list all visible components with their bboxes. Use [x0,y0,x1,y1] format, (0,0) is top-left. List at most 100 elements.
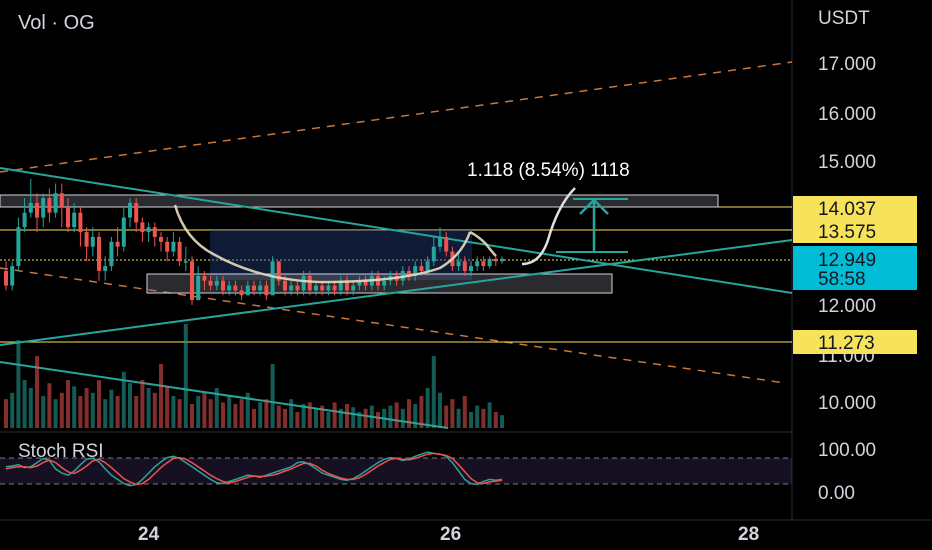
candle-body [97,236,101,271]
volume-bar [307,402,312,428]
candle-body [103,266,108,271]
volume-bar [196,396,201,428]
x-tick-26: 26 [440,524,461,545]
current-price-countdown: 58:58 [818,269,866,290]
dashed-lower-trendline [0,267,786,384]
candle-body [475,261,480,267]
volume-bar [183,324,188,428]
volume-bar [425,388,430,428]
candle-body [233,285,238,291]
current-price-badge-bg [793,246,917,290]
volume-bar [320,405,325,428]
volume-bar [345,404,349,428]
candle-body [295,285,300,291]
volume-bar [53,399,58,428]
volume-bar [28,388,33,428]
volume-bar [109,389,114,428]
resistance-zone-box[interactable] [0,194,719,208]
y-tick-15000: 15.000 [818,152,876,173]
volume-bar [444,405,449,428]
volume-bar [115,396,120,428]
level-badge-11273: 11.273 [818,333,875,354]
cup-pattern-curve [173,204,472,284]
volume-bar [84,388,89,428]
volume-bar [357,412,362,428]
chart-header-label: Vol · OG [18,12,95,34]
volume-bar [314,408,318,428]
volume-bar [351,407,356,428]
x-tick-24: 24 [138,524,160,545]
candle-body [202,275,207,281]
volume-bar [388,405,393,428]
volume-bar [214,388,219,428]
volume-bar [227,396,232,428]
volume-bar [202,392,207,428]
volume-bar [134,396,139,428]
volume-bar [22,380,27,428]
volume-bar [47,383,52,428]
candle-body [338,280,343,291]
candle-body [289,285,294,291]
volume-bar [208,399,213,428]
candle-body [493,258,498,262]
volume-bar [400,408,405,428]
stoch-rsi-label: Stoch RSI [18,441,104,462]
current-price-value: 12.949 [818,250,876,271]
volume-bar [301,404,306,428]
candle-body [431,246,436,262]
candle-body [500,258,504,262]
candle-body [363,280,368,286]
candle-body [183,261,188,263]
candle-body [22,212,27,228]
volume-bar [97,380,101,428]
volume-bar [103,399,108,428]
volume-bar [487,402,492,428]
candle-body [469,266,473,271]
volume-bar [295,412,300,428]
candle-body [115,241,120,247]
candle-body [481,261,486,267]
level-badge-11273-bg [793,330,917,354]
volume-bar [407,399,411,428]
volume-bar [239,399,244,428]
volume-bar [252,408,256,428]
volume-bar [165,386,170,428]
volume-bar [332,402,337,428]
candle-body [16,227,21,267]
quote-currency-label: USDT [818,8,870,29]
level-badge-14037: 14.037 [818,199,876,220]
candle-body [283,280,287,291]
candle-body [35,202,39,218]
volume-bar [258,402,263,428]
level-badge-14037-bg [793,196,917,220]
candle-body [307,275,312,291]
volume-bar [326,412,331,428]
volume-bar [159,364,163,428]
volume-bar [475,405,480,428]
candle-body [332,285,337,291]
stoch-tick-0: 0.00 [818,483,855,504]
candle-body [320,285,325,291]
candle-body [221,280,225,291]
candle-body [171,241,176,252]
candle-body [165,241,170,252]
candle-body [10,266,15,286]
candle-body [456,261,461,267]
y-tick-12000: 12.000 [818,296,876,317]
stoch-rsi-band [0,458,792,484]
candle-body [196,275,201,301]
candle-body [109,241,114,267]
volume-bar [500,415,504,428]
volume-bar [369,405,374,428]
candle-body [208,280,213,286]
stoch-tick-100: 100.00 [818,440,876,461]
volume-bar [456,408,461,428]
candle-body [252,285,256,291]
candlesticks [4,178,504,305]
volume-bar [450,399,455,428]
candle-body [4,270,8,286]
volume-bar [10,392,15,428]
volume-bar [128,383,132,428]
candle-body [128,202,132,218]
